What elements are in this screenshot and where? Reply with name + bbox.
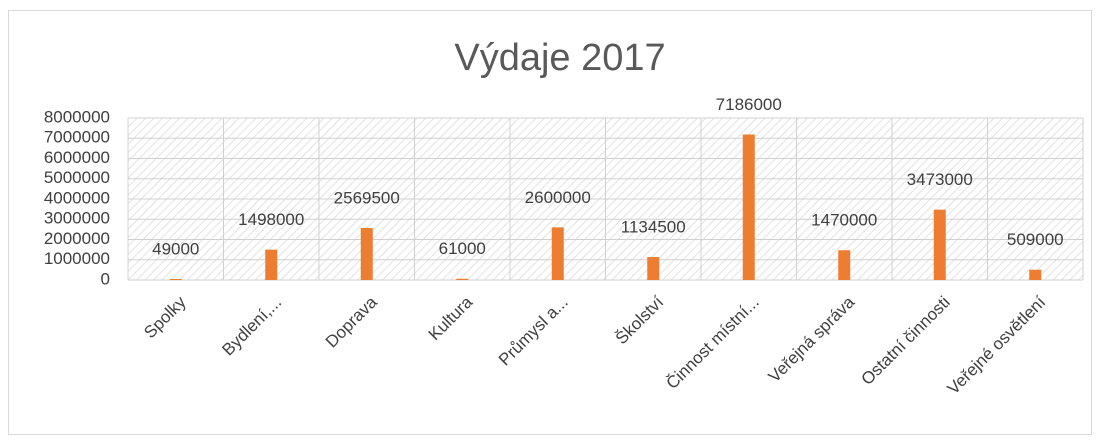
data-label: 49000 bbox=[152, 239, 199, 258]
y-tick-label: 6000000 bbox=[44, 148, 110, 167]
data-label: 3473000 bbox=[907, 170, 973, 189]
y-tick-label: 5000000 bbox=[44, 168, 110, 187]
data-label: 509000 bbox=[1007, 230, 1064, 249]
bar bbox=[265, 249, 278, 280]
data-label: 1470000 bbox=[811, 211, 877, 230]
data-label: 61000 bbox=[439, 239, 486, 258]
bar bbox=[742, 134, 755, 280]
data-label: 7186000 bbox=[716, 95, 782, 114]
y-tick-label: 4000000 bbox=[44, 188, 110, 207]
data-label: 1498000 bbox=[238, 210, 304, 229]
y-tick-label: 3000000 bbox=[44, 209, 110, 228]
y-tick-label: 7000000 bbox=[44, 128, 110, 147]
y-tick-label: 1000000 bbox=[44, 249, 110, 268]
chart-title: Výdaje 2017 bbox=[454, 37, 665, 79]
y-tick-label: 0 bbox=[101, 269, 110, 288]
bar bbox=[1029, 269, 1042, 280]
y-tick-label: 8000000 bbox=[44, 107, 110, 126]
bar bbox=[551, 227, 564, 280]
data-label: 2600000 bbox=[525, 188, 591, 207]
data-label: 2569500 bbox=[334, 188, 400, 207]
bar bbox=[169, 279, 182, 280]
bar bbox=[647, 257, 660, 280]
data-label: 1134500 bbox=[621, 218, 686, 237]
bar bbox=[360, 227, 373, 280]
bar bbox=[933, 209, 946, 280]
bar bbox=[838, 250, 851, 280]
bar bbox=[456, 278, 469, 280]
y-tick-label: 2000000 bbox=[44, 229, 110, 248]
